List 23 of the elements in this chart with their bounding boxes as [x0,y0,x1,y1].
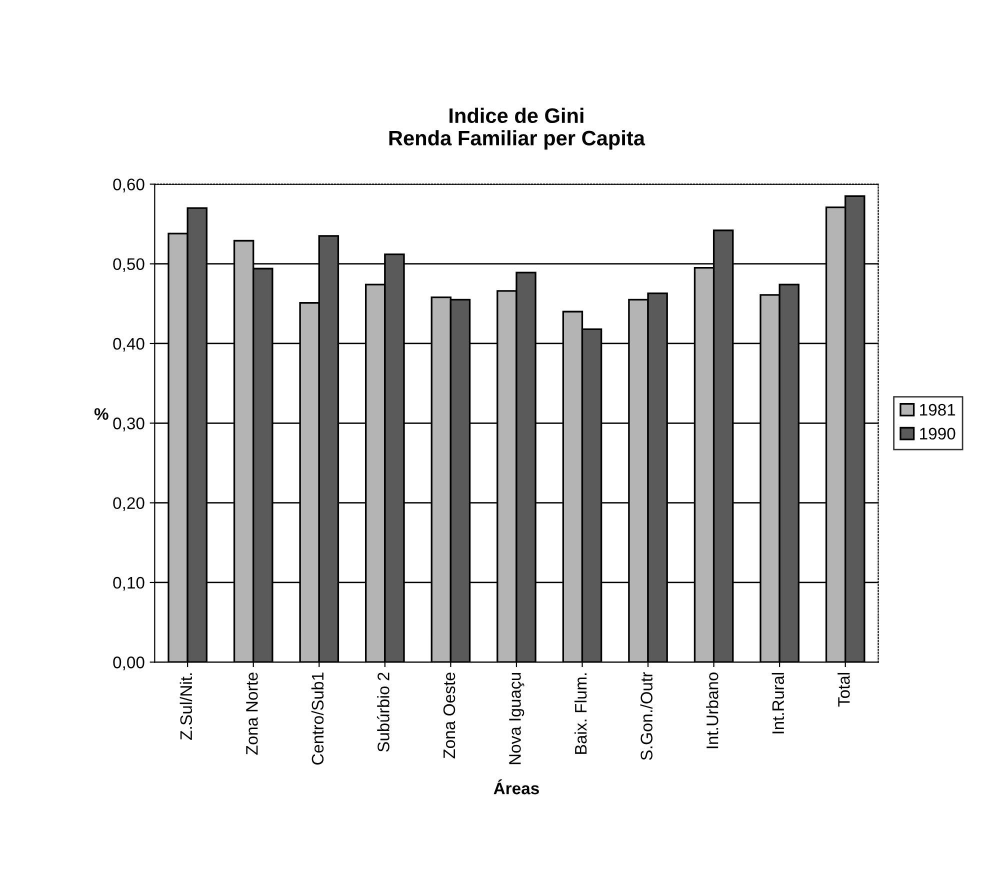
x-tick-label: Centro/Sub1 [311,672,324,765]
x-tick-label: Total [838,672,850,707]
y-tick-label: 0,10 [113,576,144,591]
x-tick-label: Subúrbio 2 [376,672,390,752]
x-tick-label: Zona Oeste [443,672,456,758]
legend-label: 1990 [920,428,956,440]
y-tick-label: 0,00 [113,656,144,670]
y-tick-label: 0,30 [113,418,144,432]
y-tick-label: 0,50 [113,258,144,272]
x-tick-label: Baix. Flum. [574,673,587,754]
x-tick-label: Z.Sul/Nit. [180,673,192,740]
x-tick-label: Int.Urbano [706,672,718,748]
legend-label: 1981 [920,404,956,416]
y-tick-label: 0,60 [113,178,144,192]
y-tick-label: 0,40 [113,338,144,352]
x-axis-title: Áreas [494,779,539,794]
y-tick-label: 0,20 [113,497,144,511]
y-axis-title: % [94,408,108,420]
x-tick-label: S.Gon./Outr [640,672,652,760]
chart-title: Indice de Gini Renda Familiar per Capita [389,108,646,150]
x-tick-label: Nova Iguaçu [509,672,524,764]
x-tick-label: Int.Rural [772,672,784,734]
x-tick-label: Zona Norte [246,672,258,755]
